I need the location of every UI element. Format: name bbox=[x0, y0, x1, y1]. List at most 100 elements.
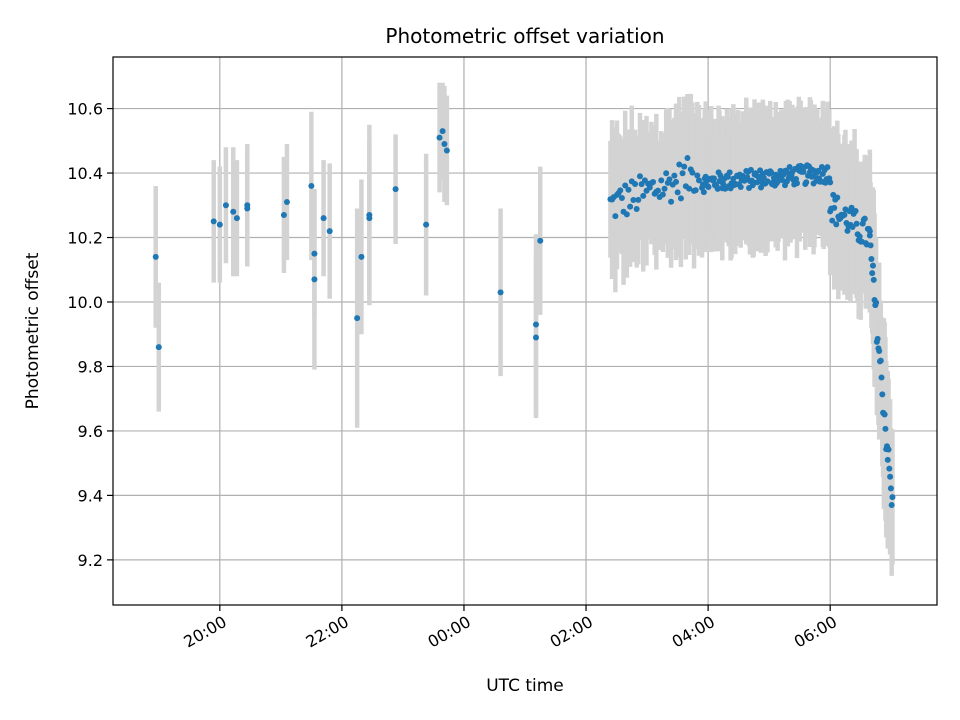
data-point bbox=[824, 164, 831, 171]
data-point bbox=[622, 182, 629, 189]
data-point bbox=[676, 161, 683, 168]
data-point bbox=[244, 205, 251, 212]
data-point bbox=[623, 211, 630, 218]
y-tick-label: 10.4 bbox=[67, 164, 103, 183]
data-point bbox=[679, 170, 686, 177]
data-point bbox=[668, 198, 675, 205]
data-point bbox=[692, 187, 699, 194]
data-point bbox=[852, 208, 859, 215]
data-point bbox=[443, 147, 450, 154]
data-point bbox=[867, 242, 874, 249]
data-point bbox=[671, 172, 678, 179]
data-point bbox=[650, 179, 657, 186]
data-point bbox=[216, 221, 223, 228]
data-point bbox=[210, 218, 217, 225]
data-point bbox=[308, 182, 315, 189]
x-tick-label: 00:00 bbox=[425, 612, 474, 652]
data-point bbox=[233, 215, 240, 222]
data-point bbox=[700, 189, 707, 196]
x-tick-label: 20:00 bbox=[180, 612, 229, 652]
data-point bbox=[320, 215, 327, 222]
x-tick-label: 06:00 bbox=[791, 612, 840, 652]
data-point bbox=[283, 199, 290, 206]
data-point bbox=[699, 181, 706, 188]
x-tick-label: 02:00 bbox=[547, 612, 596, 652]
data-point bbox=[758, 184, 765, 191]
data-point bbox=[441, 141, 448, 148]
data-point bbox=[886, 465, 893, 472]
data-point bbox=[868, 255, 875, 262]
data-point bbox=[874, 335, 881, 342]
data-point bbox=[625, 186, 632, 193]
data-point bbox=[532, 321, 539, 328]
data-point bbox=[866, 228, 873, 235]
y-tick-label: 9.2 bbox=[78, 551, 103, 570]
data-point bbox=[311, 276, 318, 283]
y-tick-label: 9.4 bbox=[78, 486, 103, 505]
data-point bbox=[155, 344, 162, 351]
data-point bbox=[800, 168, 807, 175]
data-point bbox=[815, 167, 822, 174]
data-point bbox=[747, 166, 754, 173]
data-point bbox=[618, 195, 625, 202]
data-point bbox=[885, 446, 892, 453]
data-point bbox=[887, 485, 894, 492]
data-point bbox=[640, 192, 647, 199]
data-point bbox=[877, 357, 884, 364]
data-point bbox=[612, 213, 619, 220]
data-point bbox=[866, 232, 873, 239]
data-point bbox=[326, 228, 333, 235]
data-point bbox=[366, 215, 373, 222]
data-point bbox=[831, 204, 838, 211]
data-point bbox=[774, 178, 781, 185]
data-point bbox=[726, 169, 733, 176]
data-point bbox=[756, 174, 763, 181]
plot-frame bbox=[112, 56, 938, 606]
data-point bbox=[833, 221, 840, 228]
data-point bbox=[884, 456, 891, 463]
data-point bbox=[705, 183, 712, 190]
data-point bbox=[537, 237, 544, 244]
data-point bbox=[681, 163, 688, 170]
data-point bbox=[392, 186, 399, 193]
data-point bbox=[710, 175, 717, 182]
data-point bbox=[754, 179, 761, 186]
data-point bbox=[853, 220, 860, 227]
data-point bbox=[666, 176, 673, 183]
y-tick-label: 9.6 bbox=[78, 422, 103, 441]
data-point bbox=[764, 178, 771, 185]
data-point bbox=[878, 374, 885, 381]
data-point bbox=[423, 221, 430, 228]
data-point bbox=[439, 128, 446, 135]
data-point bbox=[689, 169, 696, 176]
data-point bbox=[873, 299, 880, 306]
data-point bbox=[673, 178, 680, 185]
data-point bbox=[768, 169, 775, 176]
data-point bbox=[658, 177, 665, 184]
error-bars bbox=[153, 82, 895, 576]
data-point bbox=[654, 187, 661, 194]
data-point bbox=[881, 411, 888, 418]
data-point bbox=[635, 196, 642, 203]
data-point bbox=[870, 276, 877, 283]
data-point bbox=[786, 163, 793, 170]
data-point bbox=[677, 195, 684, 202]
data-point bbox=[882, 425, 889, 432]
data-point bbox=[889, 494, 896, 501]
y-axis-ticks: 9.2 9.4 9.6 9.8 10.0 10.2 10.4 10.6 bbox=[67, 100, 113, 570]
data-point bbox=[636, 173, 643, 180]
data-point bbox=[779, 177, 786, 184]
data-point bbox=[844, 227, 851, 234]
data-point bbox=[841, 211, 848, 218]
data-point bbox=[829, 217, 836, 224]
data-point bbox=[617, 187, 624, 194]
data-point bbox=[659, 191, 666, 198]
data-point bbox=[793, 180, 800, 187]
data-point bbox=[869, 270, 876, 277]
data-point bbox=[888, 501, 895, 508]
data-point bbox=[280, 211, 287, 218]
chart-title: Photometric offset variation bbox=[385, 24, 664, 48]
data-point bbox=[358, 253, 365, 260]
